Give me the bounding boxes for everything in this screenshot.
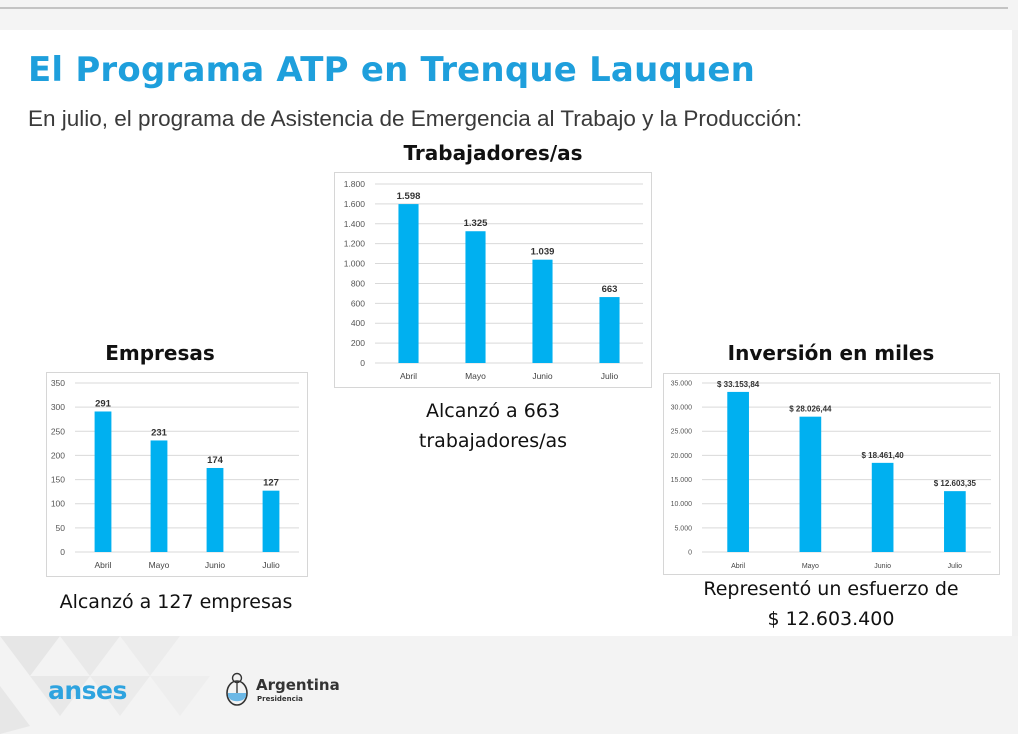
x-tick-label: Mayo: [149, 560, 170, 570]
companies-caption: Alcanzó a 127 empresas: [59, 591, 293, 613]
data-label: $ 18.461,40: [861, 451, 904, 460]
y-tick-label: 50: [56, 523, 66, 533]
bar: [465, 231, 486, 363]
y-tick-label: 800: [351, 278, 365, 288]
bar: [727, 391, 749, 552]
y-tick-label: 350: [51, 378, 65, 388]
bar: [262, 490, 280, 552]
bar: [599, 297, 620, 363]
bar: [532, 259, 553, 363]
x-tick-label: Mayo: [465, 371, 486, 381]
investment-caption-line-2: $ 12.603.400: [767, 608, 895, 630]
y-tick-label: 35.000: [671, 380, 693, 387]
argentina-presidencia-logo: Argentina Presidencia: [224, 672, 344, 712]
y-tick-label: 200: [351, 338, 365, 348]
bar: [871, 462, 894, 552]
data-label: 231: [151, 427, 168, 438]
y-tick-label: 250: [51, 426, 65, 436]
data-label: 174: [207, 455, 224, 466]
y-tick-label: 0: [688, 549, 692, 556]
y-tick-label: 20.000: [671, 453, 693, 460]
y-tick-label: 1.400: [344, 219, 366, 229]
x-tick-label: Julio: [948, 563, 963, 570]
x-tick-label: Julio: [262, 560, 280, 570]
footer: anses Argentina Presidencia: [0, 636, 1018, 734]
data-label: 1.598: [397, 191, 421, 202]
y-tick-label: 30.000: [671, 405, 693, 412]
y-tick-label: 25.000: [671, 429, 693, 436]
bar: [94, 411, 112, 552]
national-seal-icon: [226, 672, 248, 706]
investment-chart-title: Inversión en miles: [727, 341, 935, 365]
investment-caption-line-1: Representó un esfuerzo de: [703, 578, 959, 600]
y-tick-label: 1.800: [344, 179, 366, 189]
footer-pattern: [0, 636, 210, 734]
x-tick-label: Junio: [205, 560, 226, 570]
bar: [206, 467, 224, 552]
data-label: $ 28.026,44: [789, 405, 832, 414]
workers-caption-line-2: trabajadores/as: [418, 430, 568, 452]
bar: [799, 416, 822, 552]
data-label: 1.325: [464, 218, 488, 229]
data-label: 291: [95, 398, 112, 409]
bar: [398, 204, 419, 363]
y-tick-label: 400: [351, 318, 365, 328]
y-tick-label: 10.000: [671, 501, 693, 508]
investment-chart: 0 5.000 10.000 15.000 20.000 25.000 30.000 35.0…: [663, 373, 1000, 575]
y-tick-label: 5.000: [674, 525, 692, 532]
y-tick-label: 1.000: [344, 259, 366, 269]
data-label: 1.039: [531, 247, 555, 258]
workers-caption-line-1: Alcanzó a 663: [426, 400, 560, 422]
workers-chart-title: Trabajadores/as: [403, 141, 583, 165]
data-label: $ 33.153,84: [717, 380, 760, 389]
x-tick-label: Junio: [532, 371, 553, 381]
workers-chart-svg: 0 200 400 600 800 1.000 1.200 1.400 1.600 1.800 1.…: [344, 179, 643, 381]
top-divider: [0, 7, 1008, 9]
slide-subtitle: En julio, el programa de Asistencia de E…: [28, 106, 803, 131]
y-tick-label: 200: [51, 450, 65, 460]
y-tick-label: 600: [351, 298, 365, 308]
gov-name: Argentina: [256, 676, 340, 694]
data-label: 127: [263, 478, 279, 489]
investment-chart-svg: 0 5.000 10.000 15.000 20.000 25.000 30.000 35.0…: [671, 380, 991, 570]
y-tick-label: 15.000: [671, 477, 693, 484]
workers-caption: Alcanzó a 663 trabajadores/as: [334, 396, 652, 456]
y-tick-label: 0: [60, 547, 65, 557]
companies-chart-svg: 0 50 100 150 200 250 300 350 291 Abril 231 Mayo 174 J…: [51, 378, 299, 570]
x-tick-label: Julio: [601, 371, 619, 381]
x-tick-label: Abril: [400, 371, 417, 381]
x-tick-label: Mayo: [802, 563, 819, 570]
data-label: $ 12.603,35: [934, 479, 977, 488]
anses-logo: anses: [48, 676, 127, 705]
bar: [150, 440, 168, 552]
investment-caption: Representó un esfuerzo de $ 12.603.400: [663, 574, 999, 634]
bar: [944, 491, 966, 552]
y-tick-label: 0: [360, 358, 365, 368]
y-tick-label: 1.600: [344, 199, 366, 209]
x-tick-label: Junio: [874, 563, 891, 570]
y-tick-label: 300: [51, 402, 65, 412]
workers-chart: 0 200 400 600 800 1.000 1.200 1.400 1.600 1.800 1.…: [334, 172, 652, 388]
companies-chart-title: Empresas: [105, 341, 215, 365]
x-tick-label: Abril: [94, 560, 111, 570]
slide-title: El Programa ATP en Trenque Lauquen: [28, 50, 756, 90]
y-tick-label: 100: [51, 499, 65, 509]
y-tick-label: 150: [51, 475, 65, 485]
gov-sub: Presidencia: [257, 695, 303, 703]
y-tick-label: 1.200: [344, 239, 366, 249]
x-tick-label: Abril: [731, 563, 745, 570]
top-strip: [0, 0, 1018, 30]
companies-chart: 0 50 100 150 200 250 300 350 291 Abril 231 Mayo 174 J…: [46, 372, 308, 577]
data-label: 663: [602, 284, 618, 295]
